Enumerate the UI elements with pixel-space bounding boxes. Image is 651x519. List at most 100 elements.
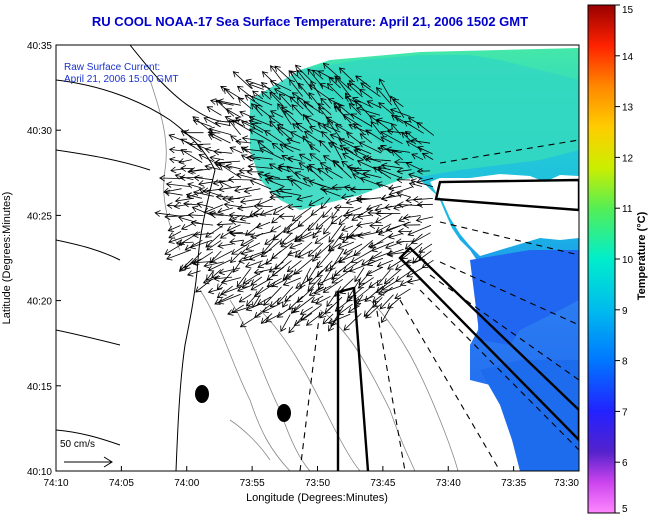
current-vector <box>356 212 371 220</box>
current-vector <box>220 277 242 285</box>
current-vector <box>381 303 393 324</box>
current-vector <box>351 96 374 109</box>
current-vector <box>331 141 343 161</box>
current-vector <box>183 200 201 208</box>
current-vector <box>236 284 253 293</box>
y-axis-label: Latitude (Degrees:Minutes) <box>1 192 13 325</box>
current-vector <box>164 213 191 220</box>
current-vector <box>229 238 244 245</box>
current-vector <box>274 65 292 81</box>
current-vector <box>269 80 292 92</box>
current-vector <box>170 166 184 174</box>
current-vector <box>412 196 433 203</box>
current-vector <box>192 118 212 127</box>
current-vector <box>268 261 284 273</box>
current-vector <box>356 196 382 204</box>
current-vector <box>195 278 213 293</box>
current-vector <box>366 100 382 109</box>
current-vector <box>293 312 313 326</box>
current-vector <box>379 78 391 99</box>
current-vector <box>391 149 403 161</box>
current-vector <box>211 269 222 279</box>
current-vector <box>213 148 233 156</box>
current-vector <box>250 278 271 291</box>
current-vector <box>212 179 232 186</box>
current-vector <box>265 312 282 323</box>
current-vector <box>220 85 243 101</box>
current-vector <box>375 210 401 217</box>
current-vector <box>290 179 303 190</box>
current-vector <box>304 115 321 124</box>
current-vector <box>256 198 273 207</box>
current-vector <box>365 203 383 211</box>
colorbar-tick-label: 7 <box>622 407 628 418</box>
current-vector <box>298 162 314 173</box>
current-vector <box>241 135 264 143</box>
current-vector <box>191 259 214 266</box>
current-vector <box>338 233 361 241</box>
current-vector <box>356 221 373 228</box>
current-vector <box>209 132 231 144</box>
current-vector <box>302 113 313 128</box>
current-vector <box>282 277 302 287</box>
current-vector <box>365 129 385 143</box>
current-vector <box>289 79 304 97</box>
current-vector <box>279 232 293 245</box>
current-vector <box>317 123 332 133</box>
current-vector <box>228 176 253 183</box>
current-vector <box>308 144 321 153</box>
current-vector <box>327 98 344 107</box>
current-vector <box>217 207 234 215</box>
current-vector <box>421 259 434 269</box>
current-vector <box>253 202 273 210</box>
current-vector <box>396 176 411 184</box>
current-vector <box>385 146 411 154</box>
x-tick-label: 73:45 <box>370 478 395 489</box>
current-vector <box>286 260 302 272</box>
current-vector <box>340 193 354 201</box>
current-vector <box>241 279 252 289</box>
current-vector <box>418 243 433 253</box>
current-vector <box>342 259 363 273</box>
current-vector <box>360 82 381 98</box>
current-vector <box>365 266 383 277</box>
current-vector <box>338 104 353 117</box>
current-vector <box>280 314 291 332</box>
y-tick-label: 40:25 <box>27 211 52 222</box>
current-vector <box>239 197 263 205</box>
current-vector <box>255 221 271 229</box>
current-vector <box>395 238 414 246</box>
current-vector <box>283 110 302 127</box>
current-vector <box>322 123 341 133</box>
current-vector <box>214 120 231 127</box>
current-vector <box>308 196 324 206</box>
x-tick-label: 73:40 <box>436 478 461 489</box>
current-vector <box>236 268 251 288</box>
figure-title: RU COOL NOAA-17 Sea Surface Temperature:… <box>91 14 529 29</box>
coastline <box>56 45 241 471</box>
current-vector <box>248 153 273 161</box>
current-vector <box>308 179 334 190</box>
current-vector <box>349 186 372 193</box>
current-vector <box>335 76 351 97</box>
colorbar-tick-label: 5 <box>622 504 628 515</box>
current-vector <box>331 269 342 280</box>
colorbar <box>587 4 616 514</box>
current-vector <box>338 252 361 263</box>
current-vector <box>278 93 292 108</box>
x-tick-label: 73:35 <box>501 478 526 489</box>
current-vector <box>307 242 324 257</box>
current-vector <box>416 167 431 175</box>
current-vector <box>286 175 311 187</box>
current-vector <box>292 296 314 313</box>
current-vector <box>193 174 213 182</box>
current-vector <box>202 276 221 285</box>
current-vector <box>396 167 412 175</box>
current-vector <box>305 311 324 326</box>
current-vector <box>242 251 264 261</box>
current-vector <box>259 205 283 217</box>
current-vector <box>327 119 343 142</box>
current-vector <box>319 140 331 153</box>
colorbar-tick-label: 15 <box>622 5 634 16</box>
